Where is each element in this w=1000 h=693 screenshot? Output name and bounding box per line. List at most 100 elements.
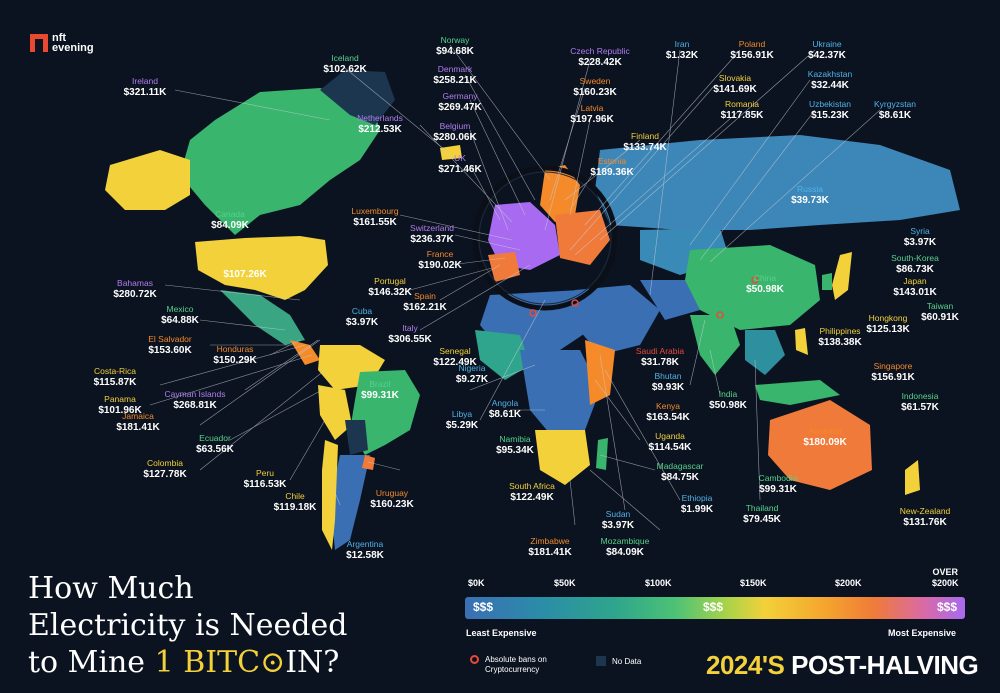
country-value: $228.42K bbox=[578, 57, 622, 68]
country-label-chile: Chile $119.18K bbox=[255, 490, 335, 514]
country-value: $280.06K bbox=[433, 132, 477, 143]
title-line-3-post: IN? bbox=[285, 645, 340, 680]
country-label-mozambique: Mozambique $84.09K bbox=[585, 535, 665, 559]
country-name: Ireland bbox=[132, 76, 158, 86]
country-value: $102.62K bbox=[323, 64, 367, 75]
country-label-el-salvador: El Salvador $153.60K bbox=[130, 333, 210, 357]
title-line-3-pre: to Mine bbox=[28, 645, 155, 680]
country-name: New-Zealand bbox=[899, 506, 951, 516]
country-label-south-africa: South Africa $122.49K bbox=[492, 480, 572, 504]
country-label-singapore: Singapore $156.91K bbox=[853, 360, 933, 384]
legend-gradient-bar: $$$ $$$ $$$ bbox=[465, 597, 965, 619]
country-value: $95.34K bbox=[496, 445, 534, 456]
nftevening-logo: nft evening bbox=[30, 33, 94, 54]
region-middle-east bbox=[575, 285, 660, 355]
country-name: Cuba bbox=[351, 306, 373, 316]
region-southern-africa bbox=[535, 430, 590, 485]
country-label-panama: Panama $101.96K bbox=[80, 393, 160, 417]
country-label-nigeria: Nigeria $9.27K bbox=[432, 362, 512, 386]
country-name: Sudan bbox=[605, 509, 631, 519]
country-value: $32.44K bbox=[811, 80, 849, 91]
ban-icon bbox=[470, 655, 479, 664]
country-label-jamaica: Jamaica $181.41K bbox=[98, 410, 178, 434]
country-label-bahamas: Bahamas $280.72K bbox=[95, 277, 175, 301]
country-label-spain: Spain $162.21K bbox=[385, 290, 465, 314]
nodata-swatch bbox=[596, 656, 606, 666]
country-label-denmark: Denmark $258.21K bbox=[415, 63, 495, 87]
country-label-luxembourg: Luxembourg $161.55K bbox=[335, 205, 415, 229]
country-value: $39.73K bbox=[791, 195, 829, 206]
country-name: Thailand bbox=[745, 503, 779, 513]
country-value: $117.85K bbox=[720, 110, 764, 121]
country-value: $181.41K bbox=[528, 547, 572, 558]
country-name: Luxembourg bbox=[351, 206, 399, 216]
country-name: Senegal bbox=[439, 346, 471, 356]
legend-most: Most Expensive bbox=[888, 628, 957, 638]
country-label-zimbabwe: Zimbabwe $181.41K bbox=[510, 535, 590, 559]
country-label-india: India $50.98K bbox=[688, 388, 768, 412]
country-value: $8.61K bbox=[878, 110, 912, 121]
country-value: $9.93K bbox=[651, 382, 685, 393]
region-bolivia bbox=[345, 420, 368, 455]
region-madagascar bbox=[596, 438, 608, 470]
country-label-canada: Canada $84.09K bbox=[190, 208, 270, 232]
country-label-germany: Germany $269.47K bbox=[420, 90, 500, 114]
country-label-italy: Italy $306.55K bbox=[370, 322, 450, 346]
country-value: $3.97K bbox=[601, 520, 635, 531]
country-name: Australia bbox=[808, 426, 842, 436]
country-name: Sweden bbox=[579, 76, 611, 86]
country-label-sudan: Sudan $3.97K bbox=[578, 508, 658, 532]
country-label-france: France $190.02K bbox=[400, 248, 480, 272]
country-name: Saudi Arabia bbox=[635, 346, 685, 356]
country-name: Singapore bbox=[873, 361, 913, 371]
country-label-madagascar: Madagascar $84.75K bbox=[640, 460, 720, 484]
country-label-colombia: Colombia $127.78K bbox=[125, 457, 205, 481]
country-name: Ecuador bbox=[199, 433, 231, 443]
country-label-finland: Finland $133.74K bbox=[605, 130, 685, 154]
country-name: Costa-Rica bbox=[93, 366, 137, 376]
country-name: Netherlands bbox=[357, 113, 403, 123]
country-name: Brazil bbox=[369, 379, 391, 389]
country-value: $99.31K bbox=[759, 484, 797, 495]
country-name: France bbox=[426, 249, 454, 259]
country-value: $212.53K bbox=[358, 124, 402, 135]
region-southeast-asia bbox=[745, 330, 785, 375]
region-usa bbox=[195, 236, 328, 300]
country-name: Hongkong bbox=[868, 313, 908, 323]
country-label-usa: USA $107.26K bbox=[205, 257, 285, 281]
legend-least: Least Expensive bbox=[466, 628, 537, 638]
country-label-peru: Peru $116.53K bbox=[225, 467, 305, 491]
region-west-africa bbox=[475, 330, 530, 380]
country-value: $268.81K bbox=[173, 400, 217, 411]
country-value: $9.27K bbox=[455, 374, 489, 385]
country-name: Japan bbox=[903, 276, 927, 286]
region-central-america bbox=[290, 340, 320, 365]
country-label-uruguay: Uruguay $160.23K bbox=[352, 487, 432, 511]
country-label-saudi-arabia: Saudi Arabia $31.78K bbox=[620, 345, 700, 369]
country-label-cuba: Cuba $3.97K bbox=[322, 305, 402, 329]
country-label-iran: Iran $1.32K bbox=[642, 38, 722, 62]
country-value: $156.91K bbox=[871, 372, 915, 383]
country-value: $163.54K bbox=[646, 412, 690, 423]
region-philippines bbox=[795, 328, 808, 355]
country-label-russia: Russia $39.73K bbox=[770, 183, 850, 207]
country-name: Iceland bbox=[331, 53, 359, 63]
legend-tick-150: $150K bbox=[740, 578, 767, 588]
country-label-south-korea: South-Korea $86.73K bbox=[875, 252, 955, 276]
region-alaska bbox=[105, 150, 190, 210]
region-uruguay bbox=[362, 455, 375, 470]
country-value: $280.72K bbox=[113, 289, 157, 300]
country-label-ecuador: Ecuador $63.56K bbox=[175, 432, 255, 456]
country-label-brazil: Brazil $99.31K bbox=[340, 378, 420, 402]
region-new-zealand bbox=[905, 460, 920, 495]
region-china bbox=[685, 245, 820, 330]
post-halving-badge: 2024'S POST-HALVING bbox=[706, 650, 979, 681]
country-name: Portugal bbox=[374, 276, 406, 286]
country-label-syria: Syria $3.97K bbox=[880, 225, 960, 249]
country-value: $181.41K bbox=[116, 422, 160, 433]
country-label-argentina: Argentina $12.58K bbox=[325, 538, 405, 562]
country-name: Italy bbox=[402, 323, 418, 333]
region-peru bbox=[318, 385, 352, 440]
country-value: $84.09K bbox=[211, 220, 249, 231]
country-label-new-zealand: New-Zealand $131.76K bbox=[885, 505, 965, 529]
